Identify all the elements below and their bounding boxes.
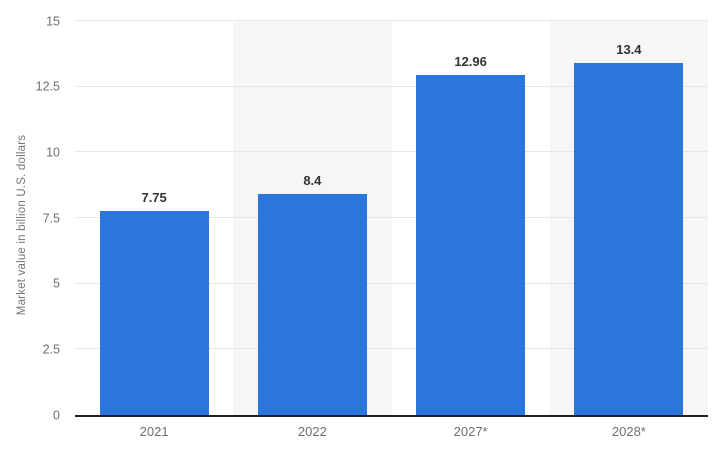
y-tick-label: 5 bbox=[53, 276, 60, 291]
gridline bbox=[75, 20, 708, 21]
gridline bbox=[75, 217, 708, 218]
x-tick-label: 2027* bbox=[453, 424, 488, 439]
y-tick-label: 0 bbox=[53, 407, 60, 422]
gridline bbox=[75, 348, 708, 350]
x-tick-label: 2028* bbox=[611, 424, 646, 439]
plot-area: 7.75 8.4 12.96 13.4 bbox=[75, 20, 708, 417]
y-tick-label: 7.5 bbox=[42, 210, 60, 225]
bar-columns-layer: 7.75 8.4 12.96 13.4 bbox=[75, 21, 708, 415]
x-tick-label: 2022 bbox=[297, 424, 327, 439]
gridline bbox=[75, 151, 708, 153]
bar[interactable] bbox=[99, 211, 209, 415]
gridlines-layer bbox=[75, 20, 708, 415]
y-tick-label: 12.5 bbox=[35, 79, 60, 94]
x-axis-tick-labels: 2021 2022 2027* 2028* bbox=[75, 417, 708, 439]
bar-column: 7.75 bbox=[75, 21, 233, 415]
bar-column: 12.96 bbox=[392, 21, 550, 415]
bar-column: 13.4 bbox=[550, 21, 708, 415]
gridline bbox=[75, 282, 708, 284]
y-tick-label: 10 bbox=[46, 145, 60, 160]
bar-value-label: 7.75 bbox=[141, 190, 167, 206]
bar-value-label: 13.4 bbox=[616, 42, 642, 58]
gridline bbox=[75, 85, 708, 87]
bar[interactable] bbox=[257, 194, 367, 415]
bar[interactable] bbox=[416, 74, 526, 415]
x-tick-label: 2021 bbox=[139, 424, 169, 439]
bar-column: 8.4 bbox=[233, 21, 391, 415]
bar-value-label: 8.4 bbox=[303, 173, 322, 189]
y-tick-label: 15 bbox=[46, 13, 60, 28]
y-tick-label: 2.5 bbox=[42, 342, 60, 357]
bar[interactable] bbox=[574, 63, 684, 415]
y-axis-tick-labels: 0 2.5 5 7.5 10 12.5 15 bbox=[0, 15, 60, 421]
bar-value-label: 12.96 bbox=[454, 53, 487, 69]
